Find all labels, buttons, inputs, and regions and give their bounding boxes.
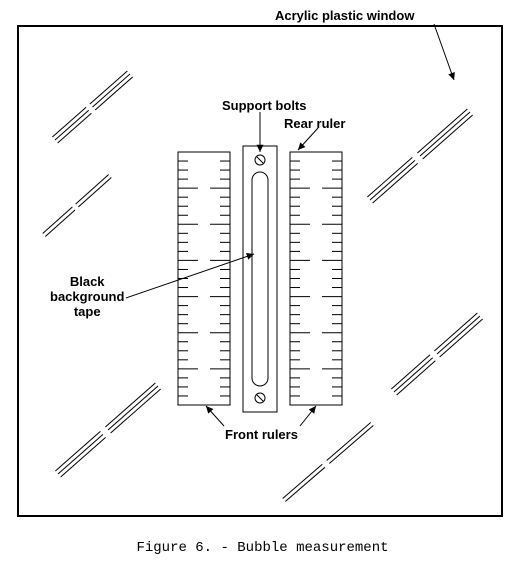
label-rear-ruler: Rear ruler — [284, 117, 345, 132]
label-support-bolts: Support bolts — [222, 99, 307, 114]
label-front-rulers: Front rulers — [225, 428, 298, 443]
label-acrylic-window: Acrylic plastic window — [275, 9, 414, 24]
figure-caption: Figure 6. - Bubble measurement — [0, 540, 525, 556]
label-black-background-tape: Black background tape — [50, 275, 124, 320]
